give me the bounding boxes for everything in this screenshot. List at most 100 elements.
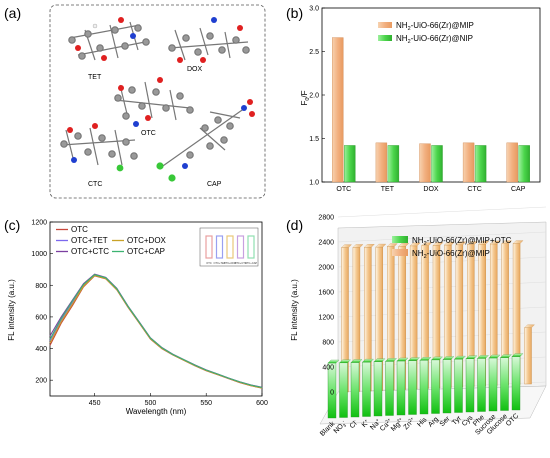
panel-label-a: (a) [4, 5, 21, 21]
bar-top-d-s0-6 [396, 357, 409, 362]
y-tick-d-0: 0 [330, 390, 334, 397]
panel-a: (a) TET DOX OTC [4, 4, 266, 199]
bar-top-d-s0-7 [408, 357, 420, 361]
panel-label-c: (c) [4, 217, 20, 233]
inset-label-c-4: OTC+CAP [245, 261, 258, 265]
bar-top-d-s0-8 [419, 357, 432, 361]
bar-top-d-s0-16 [511, 353, 524, 357]
line-c-otc-tet [49, 274, 263, 389]
bar-top-d-s0-10 [442, 356, 455, 360]
molecule-label-ctc: CTC [88, 181, 102, 188]
bar-top-d-s1-13 [489, 240, 501, 245]
bar-top-d-s1-16 [524, 324, 535, 328]
inset-frame-c [199, 227, 259, 267]
grid-line-d [337, 331, 547, 343]
x-ticks-c: 450 500 550 600 [89, 393, 268, 407]
y-tick-d-2800: 2800 [318, 215, 334, 222]
molecule-label-cap: CAP [207, 181, 222, 188]
bar-top-d-s0-11 [454, 355, 466, 360]
grid-line-d [337, 356, 547, 368]
bar-b-otc-s1 [344, 145, 356, 183]
x-ticks-b: OTC TET DOX CTC CAP [336, 186, 525, 193]
y-tick-d-1200: 1200 [318, 315, 334, 322]
inset-bar-c-2 [226, 235, 234, 259]
y-tick-d-800: 800 [322, 340, 334, 347]
x-tick-d-7: Zn2+ [401, 416, 417, 432]
y-axis-label-d: FL intensity (a.u.) [290, 279, 299, 341]
bar-b-ctc-s0 [462, 142, 475, 183]
y-tick-b-2.0: 2.0 [309, 93, 319, 100]
x-tick-b-ctc: CTC [467, 186, 481, 193]
bar-top-d-s1-4 [386, 243, 398, 247]
x-tick-d-2: Cl- [348, 418, 360, 430]
bar-top-d-s0-12 [465, 355, 478, 359]
bar-b-otc-s0 [332, 37, 344, 183]
bar-b-dox-s0 [419, 143, 431, 183]
bar-b-cap-s1 [518, 145, 530, 183]
y-tick-b-1.5: 1.5 [309, 136, 319, 143]
bar-d-s0-5 [385, 361, 394, 416]
bars-d [327, 240, 535, 419]
bar-d-s0-3 [362, 361, 371, 417]
x-tick-b-tet: TET [381, 186, 395, 193]
x-tick-b-dox: DOX [423, 186, 439, 193]
inset-bar-c-0 [205, 235, 213, 259]
inset-bar-c-1 [215, 235, 224, 259]
bar-top-d-s1-0 [341, 244, 352, 248]
inset-bar-c-4 [247, 235, 255, 259]
bar-top-d-s1-12 [478, 240, 490, 245]
bar-d-s0-12 [465, 358, 475, 413]
bar-top-d-s1-14 [501, 240, 512, 244]
grid-line-d [337, 381, 547, 393]
bar-d-s0-10 [442, 359, 452, 414]
bar-d-s0-2 [350, 362, 360, 418]
molecule-ctc: CTC [60, 123, 138, 188]
bar-top-d-s0-15 [500, 354, 512, 358]
inset-bar-c-3 [236, 235, 245, 259]
bar-top-d-s1-1 [352, 244, 364, 248]
bar-top-d-s0-0 [327, 359, 340, 364]
bar-top-d-s0-5 [385, 358, 397, 362]
molecule-frame [49, 4, 266, 199]
legend-swatch-b-1 [378, 35, 392, 41]
y-tick-c-400: 400 [35, 346, 47, 353]
bar-top-d-s1-2 [364, 244, 375, 248]
bar-top-d-s1-3 [375, 243, 387, 248]
x-tick-d-4: Na+ [368, 417, 382, 431]
bar-top-d-s0-3 [362, 358, 374, 363]
x-tick-c-450: 450 [89, 400, 101, 407]
bar-d-s0-8 [419, 360, 429, 415]
legend-entry-c-0: OTC [71, 225, 88, 234]
y-ticks-b: 1.0 1.5 2.0 2.5 3.0 [309, 6, 325, 187]
legend-entry-c-1: OTC+TET [71, 236, 108, 245]
legend-swatch-d-0 [392, 236, 408, 243]
molecule-tet: TET [68, 17, 150, 81]
y-tick-d-400: 400 [322, 365, 334, 372]
bar-top-d-s0-1 [339, 359, 351, 363]
molecule-dox: DOX [168, 17, 250, 73]
bar-d-s0-13 [477, 358, 486, 412]
bar-d-s1-16 [524, 327, 532, 385]
inset-label-c-0: OTC [206, 261, 212, 265]
grid-d [337, 206, 547, 393]
y-tick-c-200: 200 [35, 378, 47, 385]
bar-d-s0-7 [408, 360, 417, 415]
bar-d-s0-6 [396, 360, 406, 416]
x-tick-d-6: Mg2+ [389, 416, 406, 433]
bar-top-d-s1-5 [398, 243, 410, 247]
y-ticks-d: 0 400 800 1200 1600 2000 2400 2800 [318, 215, 334, 397]
inset-label-c-3: OTC+CTC [234, 261, 246, 265]
molecule-label-otc: OTC [141, 130, 156, 137]
legend-d: NH2-UiO-66(Zr)@MIP+OTC NH2-UiO-66(Zr)@MI… [392, 236, 512, 260]
legend-entry-c-4: OTC+CAP [127, 247, 165, 256]
y-tick-d-2400: 2400 [318, 240, 334, 247]
bar-b-ctc-s1 [474, 145, 487, 183]
bar-d-s0-14 [488, 357, 498, 412]
legend-b: NH2-UiO-66(Zr)@MIP NH2-UiO-66(Zr)@NIP [378, 21, 474, 45]
x-tick-c-600: 600 [256, 400, 268, 407]
legend-entry-c-3: OTC+CTC [71, 247, 109, 256]
bar-top-d-s1-15 [512, 240, 524, 244]
bar-top-d-s1-10 [455, 241, 467, 245]
